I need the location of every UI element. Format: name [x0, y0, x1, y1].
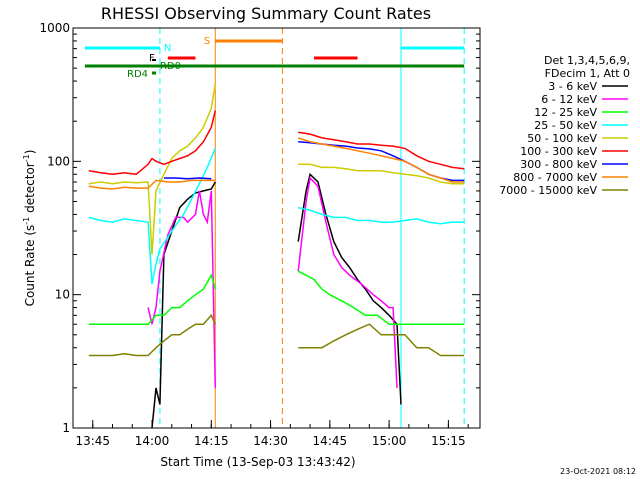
series-line-6-seg0 [163, 177, 212, 180]
series-line-7-seg1 [297, 137, 465, 183]
status-bar-label-5: RD4 [127, 69, 148, 80]
legend-label-3: 25 - 50 keV [534, 119, 597, 132]
series-line-5-seg1 [298, 131, 465, 170]
y-axis-label-text: Count Rate (s [23, 225, 37, 307]
x-tick-label-0: 13:45 [75, 434, 110, 448]
y-axis-label-mid: detector [23, 162, 37, 217]
x-axis-label: Start Time (13-Sep-03 13:43:42) [160, 455, 355, 469]
series-line-8-seg0 [88, 313, 216, 357]
legend-header-line2: FDecim 1, Att 0 [545, 67, 630, 80]
y-tick-label-3: 1000 [39, 21, 70, 35]
chart-title: RHESSI Observing Summary Count Rates [101, 4, 431, 23]
x-tick-label-3: 14:30 [253, 434, 288, 448]
series-line-0-seg0 [151, 181, 216, 429]
series-line-8-seg1 [298, 323, 465, 357]
series-line-2-seg1 [297, 270, 465, 325]
series-line-2-seg0 [88, 273, 217, 325]
legend-label-2: 12 - 25 keV [534, 106, 597, 119]
timestamp: 23-Oct-2021 08:12 [560, 467, 636, 476]
y-tick-label-1: 10 [55, 288, 70, 302]
x-tick-label-1: 14:00 [135, 434, 170, 448]
series-line-5-seg0 [88, 110, 217, 176]
series-line-4-seg1 [298, 163, 465, 185]
x-tick-label-5: 15:00 [372, 434, 407, 448]
y-tick-label-0: 1 [62, 421, 70, 435]
legend-label-1: 6 - 12 keV [541, 93, 597, 106]
series-line-6-seg1 [298, 141, 465, 182]
legend-label-5: 100 - 300 keV [520, 145, 597, 158]
status-bar-label-0: N [164, 43, 171, 54]
legend: Det 1,3,4,5,6,9, FDecim 1, Att 0 3 - 6 k… [499, 54, 630, 197]
series-line-1-seg0 [147, 190, 217, 388]
y-axis-label-end: ) [23, 150, 37, 155]
x-tick-label-6: 15:15 [431, 434, 466, 448]
series-line-7-seg0 [88, 179, 216, 190]
y-axis-label: Count Rate (s-1 detector-1) [22, 150, 37, 307]
axes: 13:45 14:00 14:15 14:30 14:45 15:00 15:15 1 10 10… [39, 21, 480, 448]
status-bar-label-4: RD0 [160, 61, 181, 72]
legend-label-7: 800 - 7000 keV [513, 171, 597, 184]
series-line-4-seg0 [88, 83, 217, 255]
status-bar-label-2: S [204, 36, 210, 47]
series-line-1-seg1 [297, 176, 398, 388]
plot-area: N S F RD0 RD4 [84, 28, 465, 429]
series-line-3-seg1 [298, 206, 465, 225]
y-axis-label-sup2: -1 [22, 154, 31, 162]
series-line-0-seg1 [297, 172, 402, 405]
y-tick-label-2: 100 [47, 154, 70, 168]
legend-label-4: 50 - 100 keV [527, 132, 597, 145]
legend-label-8: 7000 - 15000 keV [499, 184, 597, 197]
x-tick-label-2: 14:15 [194, 434, 229, 448]
plot-frame [72, 27, 481, 429]
legend-header-line1: Det 1,3,4,5,6,9, [544, 54, 630, 67]
status-bar-label-3: F [149, 53, 155, 64]
series-line-3-seg0 [88, 148, 216, 285]
x-tick-label-4: 14:45 [313, 434, 348, 448]
legend-label-6: 300 - 800 keV [520, 158, 597, 171]
legend-label-0: 3 - 6 keV [548, 80, 597, 93]
y-axis-label-sup1: -1 [22, 217, 31, 225]
